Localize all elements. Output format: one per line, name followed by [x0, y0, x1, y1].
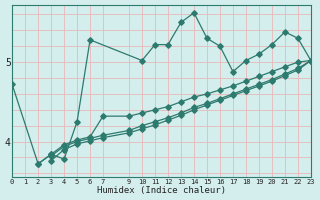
- X-axis label: Humidex (Indice chaleur): Humidex (Indice chaleur): [97, 186, 226, 195]
